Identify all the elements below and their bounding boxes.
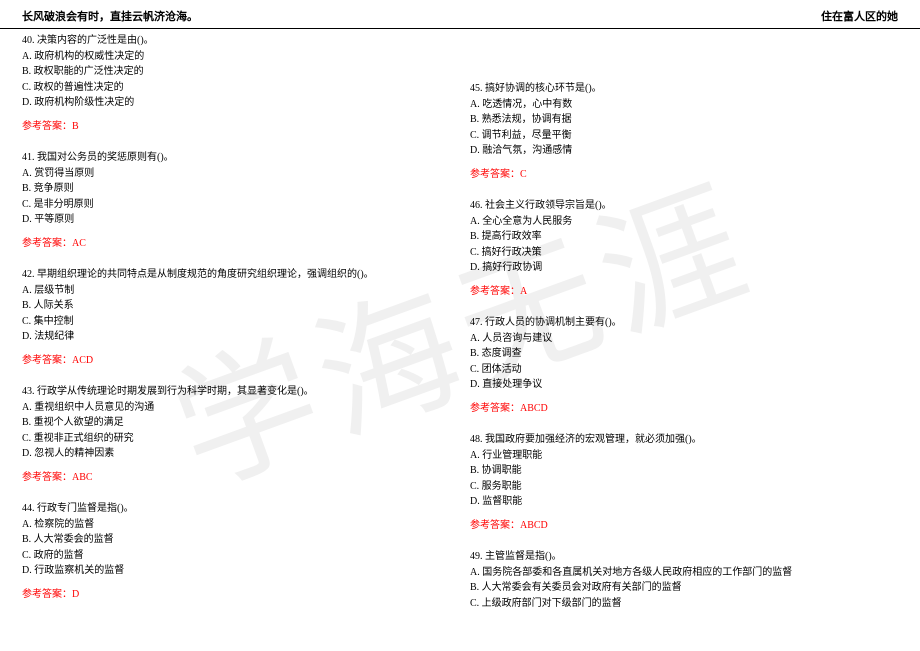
question-option: B. 重视个人欲望的满足 xyxy=(22,415,430,431)
question-option: D. 法规纪律 xyxy=(22,329,430,345)
question-option: A. 检察院的监督 xyxy=(22,517,430,533)
answer-line: 参考答案：A xyxy=(470,284,878,300)
question-option: B. 人大常委会的监督 xyxy=(22,532,430,548)
question-option: A. 全心全意为人民服务 xyxy=(470,214,878,230)
header-left-text: 长风破浪会有时，直挂云帆济沧海。 xyxy=(22,8,198,24)
answer-value: ACD xyxy=(72,355,93,366)
question-option: B. 政权职能的广泛性决定的 xyxy=(22,64,430,80)
question-option: B. 人大常委会有关委员会对政府有关部门的监督 xyxy=(470,580,878,596)
answer-label: 参考答案： xyxy=(22,238,72,249)
answer-line: 参考答案：B xyxy=(22,119,430,135)
question-option: C. 政府的监督 xyxy=(22,548,430,564)
left-column: 40. 决策内容的广泛性是由()。A. 政府机构的权威性决定的B. 政权职能的广… xyxy=(22,33,450,627)
answer-line: 参考答案：ABCD xyxy=(470,518,878,534)
answer-label: 参考答案： xyxy=(470,286,520,297)
question-stem: 45. 搞好协调的核心环节是()。 xyxy=(470,81,878,97)
question-option: B. 协调职能 xyxy=(470,463,878,479)
question-option: D. 忽视人的精神因素 xyxy=(22,446,430,462)
question-stem: 47. 行政人员的协调机制主要有()。 xyxy=(470,315,878,331)
question-block: 40. 决策内容的广泛性是由()。A. 政府机构的权威性决定的B. 政权职能的广… xyxy=(22,33,430,134)
question-option: C. 服务职能 xyxy=(470,479,878,495)
answer-line: 参考答案：ACD xyxy=(22,353,430,369)
question-option: D. 监督职能 xyxy=(470,494,878,510)
question-stem: 46. 社会主义行政领导宗旨是()。 xyxy=(470,198,878,214)
question-option: B. 熟悉法规，协调有据 xyxy=(470,112,878,128)
question-option: A. 人员咨询与建议 xyxy=(470,331,878,347)
question-option: A. 吃透情况，心中有数 xyxy=(470,97,878,113)
question-stem: 43. 行政学从传统理论时期发展到行为科学时期，其显著变化是()。 xyxy=(22,384,430,400)
question-option: B. 态度调查 xyxy=(470,346,878,362)
question-block: 46. 社会主义行政领导宗旨是()。A. 全心全意为人民服务B. 提高行政效率C… xyxy=(470,198,878,299)
right-column: 45. 搞好协调的核心环节是()。A. 吃透情况，心中有数B. 熟悉法规，协调有… xyxy=(450,33,898,627)
question-block: 41. 我国对公务员的奖惩原则有()。A. 赏罚得当原则B. 竞争原则C. 是非… xyxy=(22,150,430,251)
question-stem: 42. 早期组织理论的共同特点是从制度规范的角度研究组织理论，强调组织的()。 xyxy=(22,267,430,283)
answer-value: C xyxy=(520,169,527,180)
answer-label: 参考答案： xyxy=(22,355,72,366)
answer-label: 参考答案： xyxy=(470,169,520,180)
answer-line: 参考答案：ABCD xyxy=(470,401,878,417)
question-option: D. 行政监察机关的监督 xyxy=(22,563,430,579)
page-header: 长风破浪会有时，直挂云帆济沧海。 住在富人区的她 xyxy=(0,0,920,29)
question-stem: 44. 行政专门监督是指()。 xyxy=(22,501,430,517)
answer-line: 参考答案：AC xyxy=(22,236,430,252)
question-option: D. 直接处理争议 xyxy=(470,377,878,393)
answer-line: 参考答案：C xyxy=(470,167,878,183)
content-area: 40. 决策内容的广泛性是由()。A. 政府机构的权威性决定的B. 政权职能的广… xyxy=(0,29,920,627)
answer-value: D xyxy=(72,589,79,600)
question-option: B. 竞争原则 xyxy=(22,181,430,197)
question-option: A. 政府机构的权威性决定的 xyxy=(22,49,430,65)
question-option: C. 调节利益，尽量平衡 xyxy=(470,128,878,144)
question-block: 49. 主管监督是指()。A. 国务院各部委和各直属机关对地方各级人民政府相应的… xyxy=(470,549,878,611)
question-stem: 48. 我国政府要加强经济的宏观管理，就必须加强()。 xyxy=(470,432,878,448)
question-block: 45. 搞好协调的核心环节是()。A. 吃透情况，心中有数B. 熟悉法规，协调有… xyxy=(470,81,878,182)
question-option: D. 政府机构阶级性决定的 xyxy=(22,95,430,111)
question-option: A. 赏罚得当原则 xyxy=(22,166,430,182)
answer-value: AC xyxy=(72,238,86,249)
question-option: A. 层级节制 xyxy=(22,283,430,299)
question-stem: 49. 主管监督是指()。 xyxy=(470,549,878,565)
answer-label: 参考答案： xyxy=(470,403,520,414)
answer-label: 参考答案： xyxy=(470,520,520,531)
answer-line: 参考答案：ABC xyxy=(22,470,430,486)
question-option: C. 政权的普遍性决定的 xyxy=(22,80,430,96)
question-block: 43. 行政学从传统理论时期发展到行为科学时期，其显著变化是()。A. 重视组织… xyxy=(22,384,430,485)
question-option: C. 搞好行政决策 xyxy=(470,245,878,261)
header-right-text: 住在富人区的她 xyxy=(821,8,898,24)
question-block: 42. 早期组织理论的共同特点是从制度规范的角度研究组织理论，强调组织的()。A… xyxy=(22,267,430,368)
question-option: C. 上级政府部门对下级部门的监督 xyxy=(470,596,878,612)
question-option: B. 人际关系 xyxy=(22,298,430,314)
question-option: A. 国务院各部委和各直属机关对地方各级人民政府相应的工作部门的监督 xyxy=(470,565,878,581)
question-block: 47. 行政人员的协调机制主要有()。A. 人员咨询与建议B. 态度调查C. 团… xyxy=(470,315,878,416)
question-option: A. 重视组织中人员意见的沟通 xyxy=(22,400,430,416)
question-block: 48. 我国政府要加强经济的宏观管理，就必须加强()。A. 行业管理职能B. 协… xyxy=(470,432,878,533)
question-option: D. 平等原则 xyxy=(22,212,430,228)
question-stem: 41. 我国对公务员的奖惩原则有()。 xyxy=(22,150,430,166)
answer-value: ABCD xyxy=(520,520,548,531)
answer-line: 参考答案：D xyxy=(22,587,430,603)
answer-label: 参考答案： xyxy=(22,121,72,132)
question-block: 44. 行政专门监督是指()。A. 检察院的监督B. 人大常委会的监督C. 政府… xyxy=(22,501,430,602)
question-option: D. 融洽气氛，沟通感情 xyxy=(470,143,878,159)
question-option: B. 提高行政效率 xyxy=(470,229,878,245)
answer-label: 参考答案： xyxy=(22,472,72,483)
answer-value: ABCD xyxy=(520,403,548,414)
answer-value: ABC xyxy=(72,472,93,483)
question-option: C. 重视非正式组织的研究 xyxy=(22,431,430,447)
question-stem: 40. 决策内容的广泛性是由()。 xyxy=(22,33,430,49)
answer-label: 参考答案： xyxy=(22,589,72,600)
question-option: D. 搞好行政协调 xyxy=(470,260,878,276)
question-option: C. 集中控制 xyxy=(22,314,430,330)
answer-value: B xyxy=(72,121,79,132)
question-option: A. 行业管理职能 xyxy=(470,448,878,464)
question-option: C. 团体活动 xyxy=(470,362,878,378)
question-option: C. 是非分明原则 xyxy=(22,197,430,213)
answer-value: A xyxy=(520,286,527,297)
